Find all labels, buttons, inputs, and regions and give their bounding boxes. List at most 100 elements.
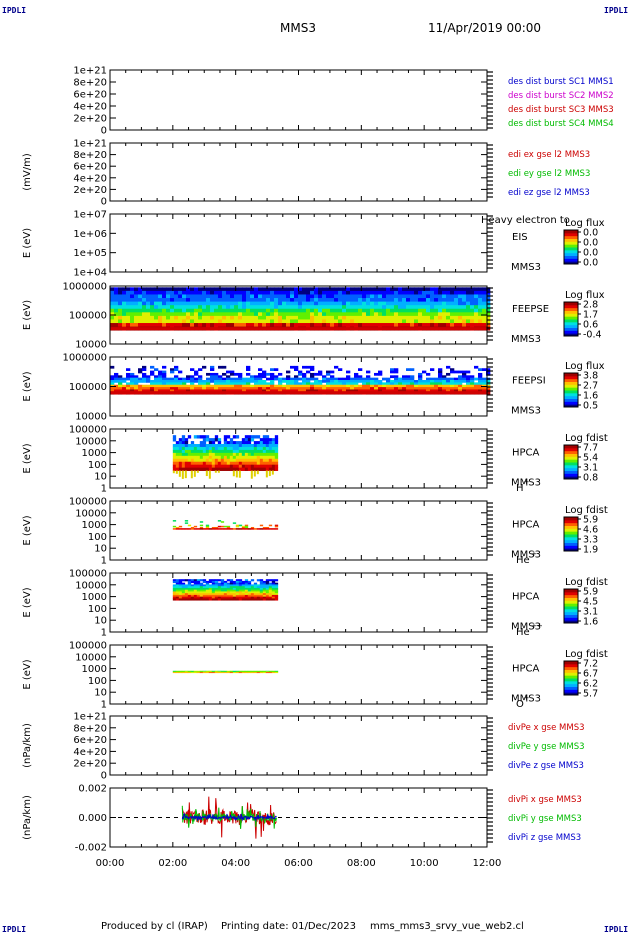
- hpca-he2-cell: [178, 594, 183, 598]
- hpca-he2-cell: [265, 580, 270, 584]
- feeps-i-cell: [214, 382, 219, 386]
- feeps-e-cell: [382, 312, 387, 317]
- feeps-e-cell: [134, 290, 139, 295]
- hpca-o-cell: [262, 671, 267, 673]
- feeps-e-cell: [410, 298, 415, 303]
- feeps-e-cell: [178, 301, 183, 306]
- feeps-e-cell: [238, 290, 243, 295]
- feeps-i-cell: [454, 370, 459, 374]
- feeps-e-cell: [342, 315, 347, 320]
- feeps-i-cell: [338, 382, 343, 386]
- feeps-i-cell: [202, 365, 207, 369]
- hpca-h-cell: [193, 449, 198, 454]
- feeps-i-ytick-label: 10000: [75, 412, 107, 423]
- hpca-h-cell: [181, 467, 186, 471]
- hpca-h-cell: [241, 461, 246, 466]
- hpca-he2-cell: [178, 582, 183, 585]
- hpca-he2-cell: [187, 594, 192, 598]
- feeps-e-cell: [338, 323, 343, 327]
- feeps-e-cell: [270, 308, 275, 313]
- hpca-he2-cell: [175, 584, 180, 587]
- hpca-he1-cell: [184, 520, 189, 522]
- feeps-i-cell: [330, 375, 335, 379]
- feeps-e-cell: [354, 290, 359, 295]
- feeps-e-cell: [342, 301, 347, 306]
- feeps-i-cell: [450, 380, 455, 383]
- feeps-e-ytick-label: 10000: [75, 340, 107, 351]
- feeps-i-cell: [422, 382, 427, 386]
- hpca-he1-cell: [199, 526, 204, 529]
- hpca-h-cell: [196, 452, 201, 457]
- hpca-h-cell: [205, 461, 210, 466]
- feeps-e-cell: [438, 287, 443, 292]
- feeps-i-cell: [234, 387, 239, 390]
- feeps-e-cell: [142, 323, 147, 327]
- feeps-e-cell: [298, 308, 303, 313]
- hpca-h-cell: [217, 449, 222, 454]
- feeps-e-cell: [274, 323, 279, 327]
- hpca-he2-cell: [202, 598, 207, 601]
- hpca-h-cell: [232, 444, 237, 448]
- feeps-i-cell: [486, 391, 491, 395]
- feeps-e-cell: [310, 287, 315, 292]
- hpca-he2-cell: [187, 589, 192, 592]
- feeps-e-cell: [266, 312, 271, 317]
- hpca-h-cell: [217, 455, 222, 460]
- hpca-he1-cell: [244, 525, 249, 528]
- feeps-e-cell: [278, 315, 283, 320]
- feeps-i-cell: [462, 375, 467, 379]
- feeps-e-cell: [358, 294, 363, 299]
- feeps-e-cell: [182, 290, 187, 295]
- des-dist-legend-2: des dist burst SC3 MMS3: [508, 105, 614, 115]
- feeps-e-cell: [246, 301, 251, 306]
- feeps-i-cell: [370, 389, 375, 393]
- hpca-he2-cell: [196, 598, 201, 601]
- feeps-i-cbar-cell: [564, 390, 578, 394]
- feeps-i-cell: [226, 382, 231, 386]
- feeps-i-cell: [394, 375, 399, 379]
- hpca-h-cell: [235, 452, 240, 457]
- feeps-e-cell: [226, 323, 231, 327]
- feeps-i-cell: [402, 384, 407, 388]
- hpca-he2-cell: [217, 587, 222, 591]
- feeps-e-cell: [434, 315, 439, 320]
- feeps-i-cell: [258, 375, 263, 379]
- hpca-he2-cell: [205, 594, 210, 598]
- hpca-h-cell: [265, 446, 270, 451]
- hpca-h-cell: [196, 458, 201, 463]
- feeps-e-cell: [274, 294, 279, 299]
- hpca-h-cell: [193, 444, 198, 448]
- feeps-i-cell: [338, 380, 343, 383]
- hpca-he2-cell: [211, 587, 216, 591]
- hpca-he1-cbar-cell: [564, 519, 578, 524]
- feeps-e-cell: [222, 319, 227, 324]
- feeps-i-cell: [246, 382, 251, 386]
- hpca-he2-cell: [205, 593, 210, 596]
- feeps-i-cell: [242, 389, 247, 393]
- feeps-e-cbar-cell: [564, 304, 578, 309]
- hpca-he2-cell: [172, 594, 177, 598]
- feeps-e-cell: [398, 315, 403, 320]
- hpca-he2-cell: [241, 584, 246, 587]
- hpca-he2-cell: [190, 584, 195, 587]
- hpca-he2-cell: [241, 591, 246, 594]
- feeps-e-cell: [322, 315, 327, 320]
- hpca-h-cell: [208, 446, 213, 451]
- feeps-e-cell: [454, 312, 459, 317]
- feeps-i-cell: [198, 375, 203, 379]
- hpca-he2-cell: [229, 589, 234, 592]
- feeps-e-cell: [446, 323, 451, 327]
- hpca-he2-cell: [214, 587, 219, 591]
- hpca-he2-cell: [223, 584, 228, 587]
- feeps-e-cell: [442, 287, 447, 292]
- hpca-o-cell: [253, 672, 258, 674]
- hpca-h-cell: [220, 446, 225, 451]
- hpca-h-cell: [265, 467, 270, 471]
- feeps-e-cell: [162, 301, 167, 306]
- hpca-he2-cell: [187, 598, 192, 601]
- hpca-h-cell: [175, 455, 180, 460]
- feeps-e-cell: [138, 294, 143, 299]
- feeps-i-cell: [486, 382, 491, 386]
- feeps-e-cell: [282, 323, 287, 327]
- feeps-e-cell: [410, 315, 415, 320]
